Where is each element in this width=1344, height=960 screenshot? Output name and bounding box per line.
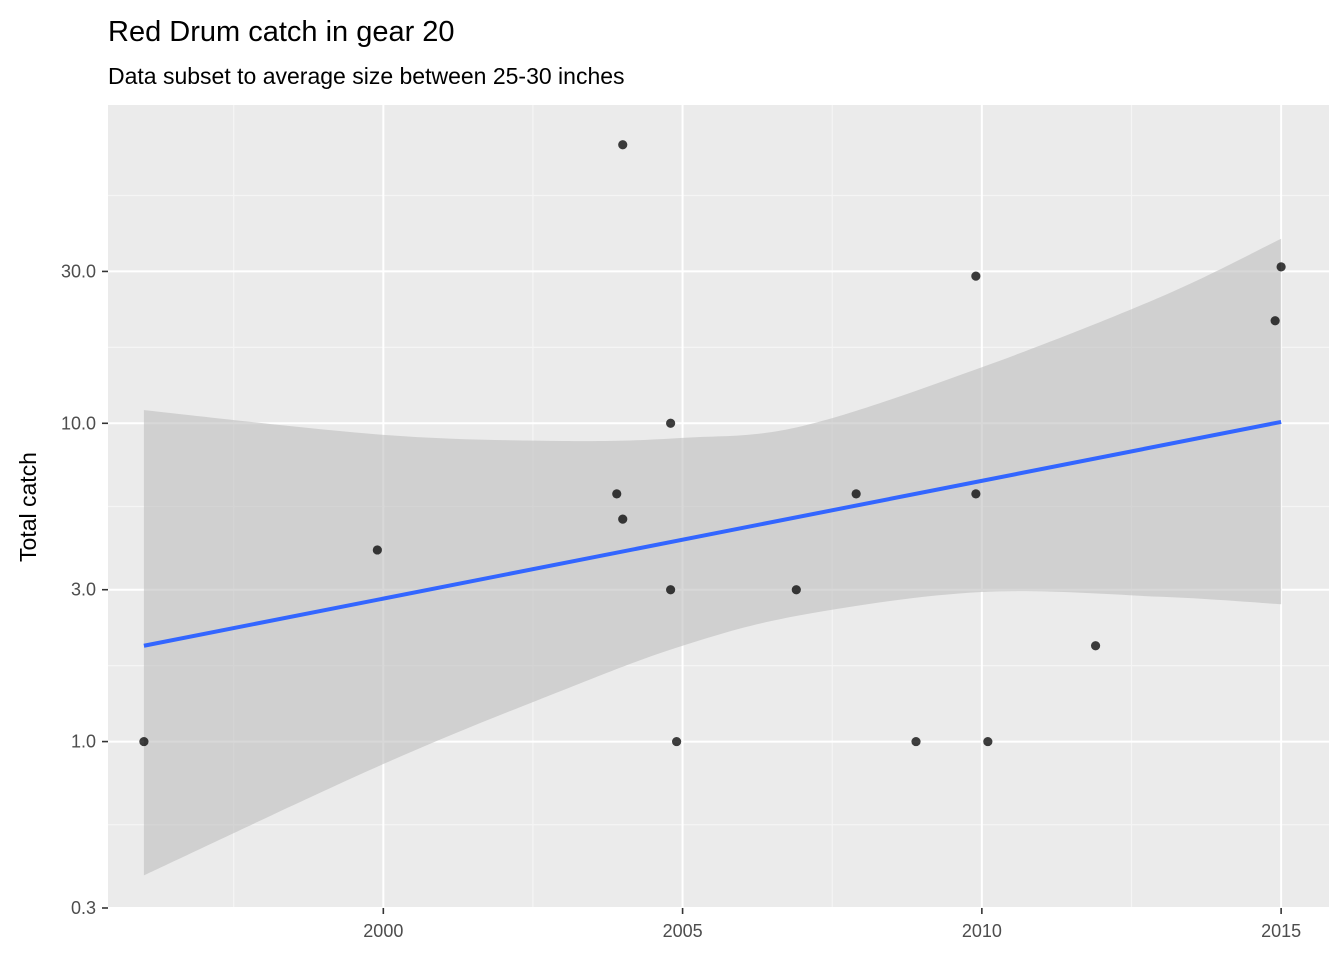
data-point — [851, 489, 861, 499]
y-tick-label: 10.0 — [61, 413, 96, 433]
data-point — [911, 736, 921, 747]
data-point — [612, 489, 622, 499]
data-point — [618, 514, 628, 524]
data-point — [618, 140, 628, 150]
data-point — [139, 736, 149, 747]
x-tick-label: 2010 — [962, 921, 1002, 941]
data-point — [983, 736, 993, 747]
chart-title: Red Drum catch in gear 20 — [108, 16, 455, 48]
x-tick-label: 2015 — [1261, 921, 1301, 941]
confidence-band-layer — [143, 238, 1282, 876]
data-point — [1276, 262, 1286, 272]
x-axis: 2000 2005 2010 2015 — [363, 908, 1301, 941]
x-tick-label: 2000 — [363, 921, 403, 941]
y-axis: 0.3 1.0 3.0 10.0 30.0 — [61, 261, 108, 918]
data-point — [372, 545, 382, 555]
data-point — [971, 271, 981, 281]
x-tick-label: 2005 — [663, 921, 703, 941]
y-tick-label: 3.0 — [71, 580, 96, 600]
data-point — [666, 585, 676, 595]
trend-line-layer — [143, 419, 1282, 648]
chart-subtitle: Data subset to average size between 25-3… — [108, 63, 625, 89]
y-tick-label: 30.0 — [61, 261, 96, 281]
data-point — [1090, 641, 1101, 651]
confidence-band — [143, 238, 1282, 876]
data-point — [971, 489, 981, 499]
data-point — [1270, 316, 1280, 326]
data-point — [672, 736, 682, 747]
y-tick-label: 0.3 — [71, 898, 96, 918]
trend-line — [143, 419, 1282, 648]
y-tick-label: 1.0 — [71, 732, 96, 752]
data-point — [791, 585, 801, 595]
y-axis-title: Total catch — [15, 452, 41, 562]
data-points — [139, 140, 1286, 747]
data-point — [666, 418, 676, 428]
